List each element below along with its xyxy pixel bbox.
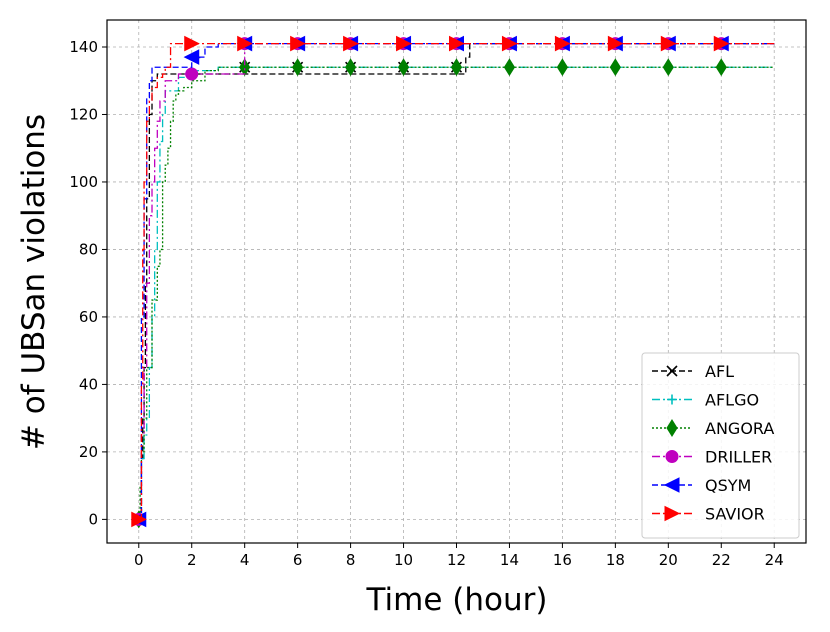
data-point xyxy=(239,58,251,77)
legend-box xyxy=(641,352,800,539)
data-point xyxy=(662,58,674,77)
x-tick-label: 6 xyxy=(293,551,303,569)
series-layer xyxy=(130,35,775,529)
legend-item: QSYM xyxy=(652,476,751,495)
data-point xyxy=(609,58,621,77)
grid xyxy=(107,20,806,543)
series-line xyxy=(138,42,775,521)
data-point xyxy=(607,35,624,52)
legend-marker xyxy=(663,477,680,493)
data-point xyxy=(184,35,200,52)
legend-label: AFLGO xyxy=(705,391,759,410)
data-point xyxy=(290,35,306,52)
data-point xyxy=(450,58,463,77)
y-tick-label: 120 xyxy=(69,105,98,123)
data-point xyxy=(185,67,199,81)
data-point xyxy=(715,58,727,77)
x-tick-label: 8 xyxy=(346,551,356,569)
data-point xyxy=(131,511,147,528)
x-tick-label: 24 xyxy=(765,551,784,569)
x-tick-label: 10 xyxy=(394,551,413,569)
legend-marker xyxy=(666,419,678,437)
x-tick-label: 2 xyxy=(187,551,197,569)
data-point xyxy=(292,58,304,77)
y-tick-label: 140 xyxy=(69,38,98,56)
y-tick-label: 80 xyxy=(79,240,98,258)
y-tick-label: 100 xyxy=(69,173,98,191)
data-point xyxy=(345,58,357,77)
data-point xyxy=(503,58,516,77)
y-axis-label: # of UBSan violations xyxy=(16,114,52,450)
series-line xyxy=(138,66,775,521)
x-tick-label: 18 xyxy=(606,551,625,569)
data-point xyxy=(343,35,359,52)
data-point xyxy=(449,35,465,52)
x-tick-label: 0 xyxy=(134,551,144,569)
legend-label: QSYM xyxy=(705,476,751,495)
data-point xyxy=(660,35,677,52)
legend-marker xyxy=(665,450,679,463)
series-angora xyxy=(133,58,775,529)
y-tick-label: 0 xyxy=(88,510,98,528)
legend-item: AFL xyxy=(652,362,734,381)
series-savior xyxy=(131,35,775,528)
x-tick-label: 14 xyxy=(500,551,519,569)
legend: AFL AFLGO ANGORA DRILLER QSYM SAVIOR xyxy=(641,352,800,539)
data-point xyxy=(183,49,200,65)
legend-item: ANGORA xyxy=(652,419,774,438)
legend-label: DRILLER xyxy=(705,448,772,467)
y-tick-label: 40 xyxy=(79,375,98,393)
series-line xyxy=(138,42,775,521)
legend-marker xyxy=(666,365,678,377)
x-tick-label: 20 xyxy=(659,551,678,569)
x-axis-label: Time (hour) xyxy=(366,582,548,618)
y-tick-label: 60 xyxy=(79,308,98,326)
data-point xyxy=(501,35,518,52)
x-tick-label: 22 xyxy=(712,551,731,569)
data-point xyxy=(554,35,571,52)
legend-marker xyxy=(664,505,681,522)
data-point xyxy=(396,35,412,52)
legend-label: SAVIOR xyxy=(705,505,765,524)
x-tick-label: 4 xyxy=(240,551,250,569)
legend-item: DRILLER xyxy=(652,448,772,467)
data-point xyxy=(556,58,568,77)
x-tick-label: 12 xyxy=(447,551,466,569)
data-point xyxy=(713,35,730,52)
legend-item: SAVIOR xyxy=(652,505,765,524)
legend-label: ANGORA xyxy=(705,419,774,438)
x-tick-label: 16 xyxy=(553,551,572,569)
data-point xyxy=(237,35,253,52)
legend-label: AFL xyxy=(705,362,734,381)
legend-item: AFLGO xyxy=(652,391,759,410)
y-tick-label: 20 xyxy=(79,443,98,461)
legend-marker xyxy=(667,394,677,405)
data-point xyxy=(397,58,410,77)
